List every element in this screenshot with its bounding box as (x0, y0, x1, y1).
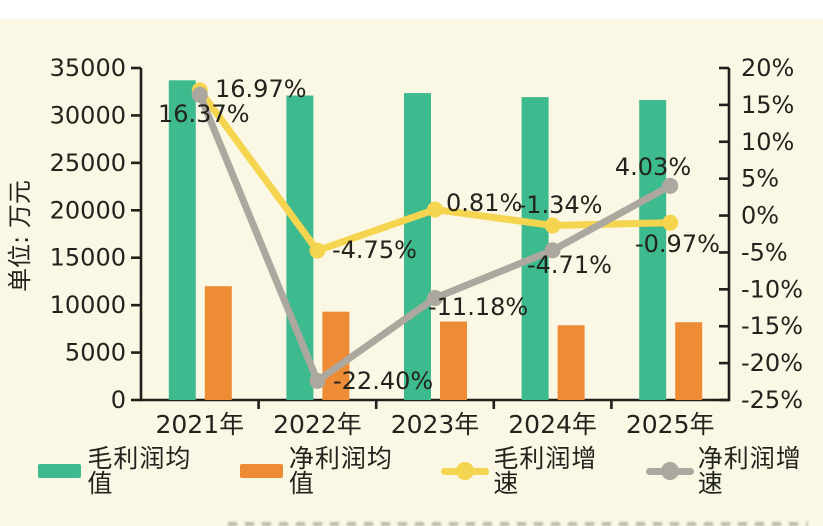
svg-text:-0.97%: -0.97% (635, 230, 720, 258)
gross-profit-avg-swatch (38, 464, 82, 478)
labels-gross-profit-growth: 16.97% -4.75% 0.81%-1.34% -0.97% (215, 75, 720, 264)
bar (404, 93, 431, 400)
data-point (427, 290, 443, 307)
svg-text:-11.18%: -11.18% (428, 293, 528, 321)
labels-net-profit-growth: 16.37% -22.40% -11.18% -4.71% 4.03% (158, 100, 691, 395)
svg-text:0.81%: 0.81% (446, 189, 522, 217)
svg-text:4.03%: 4.03% (615, 153, 691, 181)
svg-text:2021年: 2021年 (155, 410, 244, 439)
bar (322, 311, 350, 400)
net-profit-avg-swatch (239, 464, 283, 478)
svg-text:-4.75%: -4.75% (332, 236, 417, 264)
bar (440, 321, 467, 400)
bar-series-gross-profit-avg (168, 80, 667, 401)
bar (675, 322, 703, 400)
legend-item-gross-profit-growth: 毛利润增速 (441, 446, 618, 496)
svg-text:0%: 0% (741, 202, 779, 230)
legend-label-net-profit-avg: 净利润均值 (288, 444, 393, 498)
x-axis-ticks: 2021年 2022年 2023年 2024年 2025年 (155, 400, 715, 439)
svg-text:15%: 15% (741, 91, 794, 119)
svg-text:2024年: 2024年 (508, 410, 597, 439)
bar (286, 95, 314, 400)
svg-text:-15%: -15% (741, 312, 803, 340)
svg-text:5000: 5000 (65, 339, 126, 367)
legend-item-gross-profit-avg: 毛利润均值 (38, 446, 213, 496)
svg-text:20%: 20% (741, 54, 794, 82)
svg-text:2022年: 2022年 (273, 410, 362, 439)
data-point (544, 242, 561, 259)
bar (168, 80, 196, 401)
net-profit-growth-swatch (645, 461, 694, 481)
bar (521, 97, 549, 400)
svg-text:2023年: 2023年 (391, 410, 480, 439)
data-point (662, 214, 679, 231)
right-axis-ticks: 20% 15% 10% 5% 0% -5% -10% -15% -20% -25% (719, 54, 803, 414)
data-point (427, 201, 443, 218)
line-series-net-profit-growth (191, 86, 679, 389)
bar-series-net-profit-avg (204, 286, 703, 400)
bar (557, 325, 585, 400)
legend-label-gross-profit-growth: 毛利润增速 (493, 444, 598, 498)
legend-label-gross-profit-avg: 毛利润均值 (87, 444, 192, 498)
svg-text:10%: 10% (741, 128, 794, 156)
bar (204, 286, 232, 400)
svg-text:-25%: -25% (741, 386, 803, 414)
legend-item-net-profit-growth: 净利润增速 (645, 444, 823, 498)
svg-text:30000: 30000 (50, 101, 126, 129)
svg-text:16.97%: 16.97% (215, 75, 307, 103)
svg-text:-5%: -5% (741, 238, 788, 266)
svg-text:-20%: -20% (741, 349, 803, 377)
svg-text:-10%: -10% (741, 275, 803, 303)
svg-text:-4.71%: -4.71% (527, 251, 612, 279)
bar (639, 100, 667, 401)
left-axis-ticks: 35000 30000 25000 20000 15000 10000 5000 0 (50, 54, 141, 414)
svg-text:2025年: 2025年 (626, 410, 715, 439)
top-white-strip (0, 0, 823, 19)
legend-label-net-profit-growth: 净利润增速 (697, 444, 802, 498)
svg-text:35000: 35000 (50, 54, 126, 82)
svg-text:16.37%: 16.37% (158, 100, 250, 128)
gross-profit-growth-swatch (441, 461, 490, 481)
svg-text:5%: 5% (741, 165, 779, 193)
svg-text:10000: 10000 (50, 291, 126, 319)
svg-text:单位: 万元: 单位: 万元 (6, 180, 34, 292)
line-series-gross-profit-growth (191, 82, 679, 259)
data-point (662, 177, 679, 194)
legend-item-net-profit-avg: 净利润均值 (239, 444, 415, 498)
svg-text:15000: 15000 (50, 244, 126, 272)
data-point (309, 372, 326, 389)
left-axis-title: 单位: 万元 (6, 180, 34, 292)
cropped-caption-remnant (228, 522, 808, 526)
svg-text:20000: 20000 (50, 196, 126, 224)
svg-text:-1.34%: -1.34% (518, 191, 603, 219)
svg-text:0: 0 (111, 386, 126, 414)
legend: 毛利润均值 净利润均值 毛利润增速 净利润增速 (0, 446, 823, 496)
svg-text:25000: 25000 (50, 149, 126, 177)
svg-text:-22.40%: -22.40% (333, 367, 433, 395)
data-point (309, 242, 326, 259)
axes (139, 68, 731, 402)
data-point (191, 86, 208, 103)
data-point (544, 217, 561, 234)
